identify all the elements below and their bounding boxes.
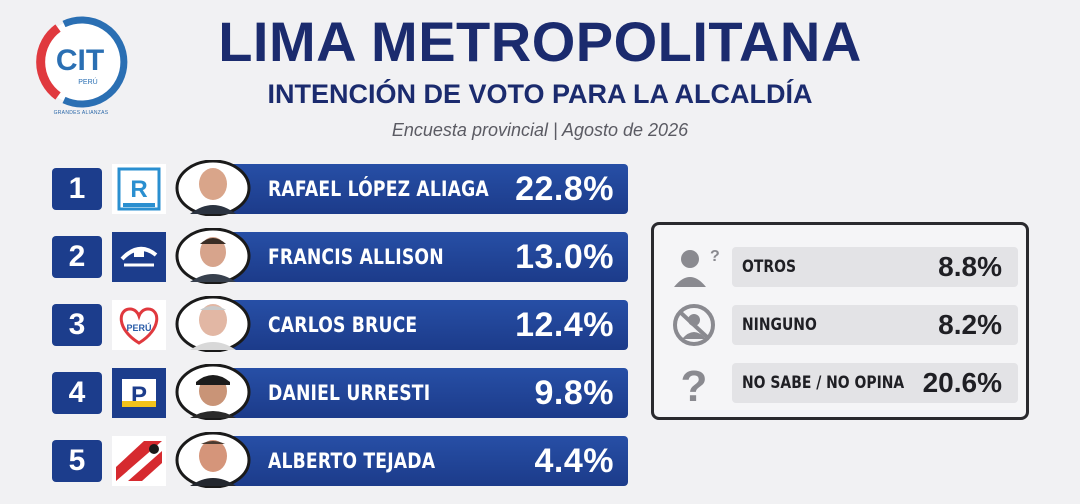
survey-meta: Encuesta provincial | Agosto de 2026: [391, 120, 689, 140]
logo-tagline: GRANDES ALIANZAS: [53, 110, 109, 116]
flag-diagonal-logo: [112, 436, 166, 486]
other-response-label: OTROS: [742, 257, 796, 277]
other-response-value: 8.8%: [938, 251, 1002, 282]
rank-badge: 2: [52, 236, 102, 278]
candidate-name: CARLOS BRUCE: [268, 313, 418, 337]
candidate-photo: [174, 432, 252, 488]
other-response-row: NINGUNO 8.2%: [654, 303, 1026, 347]
candidate-name: ALBERTO TEJADA: [268, 449, 436, 473]
page-subtitle: INTENCIÓN DE VOTO PARA LA ALCALDÍA: [267, 79, 813, 109]
other-response-pill: NINGUNO 8.2%: [732, 305, 1018, 345]
person-question-icon: ?: [668, 245, 724, 289]
candidate-row: 3 PERÚ CARLOS BRUCE 12.4%: [0, 296, 640, 352]
candidate-bar: ALBERTO TEJADA 4.4%: [226, 436, 628, 486]
svg-text:?: ?: [681, 362, 708, 405]
candidate-bar: CARLOS BRUCE 12.4%: [226, 300, 628, 350]
cit-logo-mark: CIT PERÚ: [36, 16, 128, 108]
candidate-photo: [174, 364, 252, 420]
candidate-bar: FRANCIS ALLISON 13.0%: [226, 232, 628, 282]
candidate-value: 12.4%: [515, 306, 614, 344]
svg-text:?: ?: [710, 248, 720, 265]
other-response-value: 8.2%: [938, 309, 1002, 340]
candidate-row: 2 FRANCIS ALLISON 13.0%: [0, 228, 640, 284]
svg-text:R: R: [130, 176, 147, 203]
candidate-row: 4 P DANIEL URRESTI 9.8%: [0, 364, 640, 420]
question-mark-icon: ?: [668, 361, 724, 405]
other-response-value: 20.6%: [922, 367, 1002, 398]
candidate-value: 13.0%: [515, 238, 614, 276]
candidate-row: 1 R RAFAEL LÓPEZ ALIAGA 22.8%: [0, 160, 640, 216]
rank-badge: 1: [52, 168, 102, 210]
candidate-value: 9.8%: [534, 374, 614, 412]
somos-peru-logo: [112, 232, 166, 282]
other-response-row: ? OTROS 8.8%: [654, 245, 1026, 289]
other-response-pill: OTROS 8.8%: [732, 247, 1018, 287]
logo-sub: PERÚ: [78, 77, 97, 86]
cit-logo: CIT PERÚ: [28, 10, 132, 114]
other-responses-panel: ? OTROS 8.8% NINGUNO 8.2% ? NO SABE / NO…: [651, 222, 1029, 420]
candidate-name: FRANCIS ALLISON: [268, 245, 444, 269]
other-response-pill: NO SABE / NO OPINA 20.6%: [732, 363, 1018, 403]
podemos-peru-logo: P: [112, 368, 166, 418]
candidate-bar: RAFAEL LÓPEZ ALIAGA 22.8%: [226, 164, 628, 214]
logo-text: CIT: [56, 44, 104, 77]
candidate-photo: [174, 296, 252, 352]
candidate-bar: DANIEL URRESTI 9.8%: [226, 368, 628, 418]
candidate-photo: [174, 228, 252, 284]
candidate-value: 22.8%: [515, 170, 614, 208]
candidate-photo: [174, 160, 252, 216]
other-response-row: ? NO SABE / NO OPINA 20.6%: [654, 361, 1026, 405]
other-response-label: NO SABE / NO OPINA: [742, 373, 905, 393]
svg-text:PERÚ: PERÚ: [126, 322, 151, 333]
heart-peru-logo: PERÚ: [112, 300, 166, 350]
person-crossed-icon: [668, 303, 724, 347]
page-title: LIMA METROPOLITANA: [218, 10, 862, 73]
candidate-name: DANIEL URRESTI: [268, 381, 431, 405]
rank-badge: 4: [52, 372, 102, 414]
candidate-row: 5 ALBERTO TEJADA 4.4%: [0, 432, 640, 488]
renovacion-popular-logo: R: [112, 164, 166, 214]
rank-badge: 3: [52, 304, 102, 346]
other-response-label: NINGUNO: [742, 315, 817, 335]
candidate-value: 4.4%: [534, 442, 614, 480]
rank-badge: 5: [52, 440, 102, 482]
candidate-name: RAFAEL LÓPEZ ALIAGA: [268, 177, 489, 201]
